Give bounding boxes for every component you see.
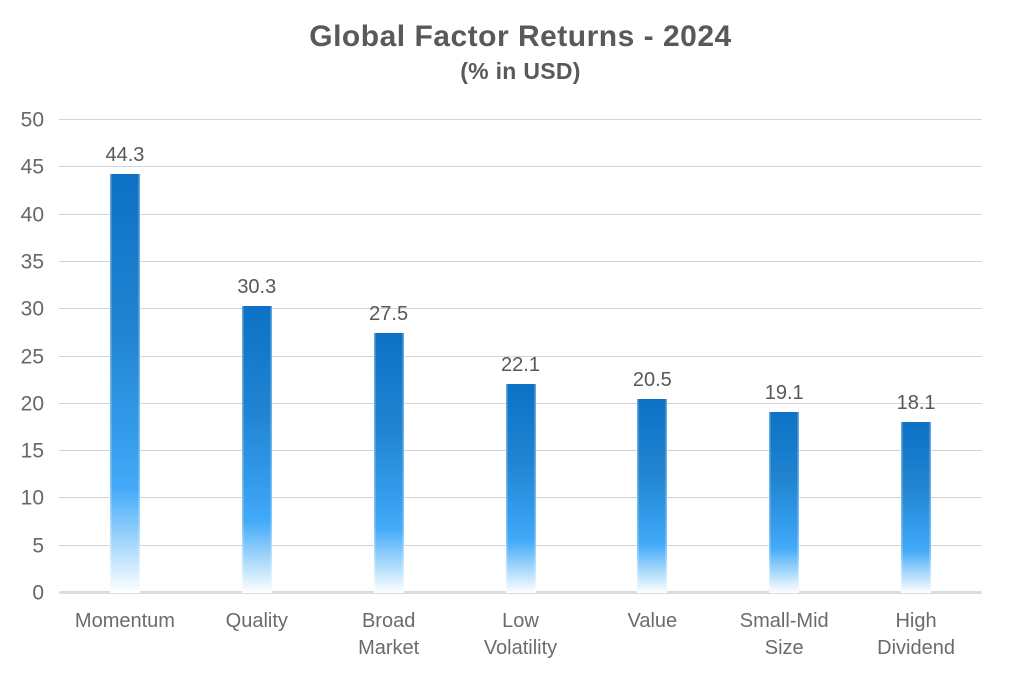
y-axis-label: 10 bbox=[20, 486, 44, 510]
y-axis-label: 20 bbox=[20, 392, 44, 416]
bar-value-label: 19.1 bbox=[764, 382, 804, 405]
gridline bbox=[59, 213, 982, 215]
bar-value-label: 30.3 bbox=[237, 276, 277, 299]
y-axis: 0 5 10 15 20 25 30 35 40 45 50 bbox=[0, 110, 44, 604]
gridline bbox=[59, 308, 982, 310]
bar-value-label: 27.5 bbox=[369, 302, 409, 325]
y-axis-label: 50 bbox=[20, 108, 44, 132]
bar-value bbox=[637, 399, 668, 593]
bar-broad-market bbox=[373, 332, 404, 593]
x-axis: Momentum Quality Broad Market Low Volatilit… bbox=[59, 608, 982, 672]
x-axis-label: Broad Market bbox=[358, 610, 420, 659]
x-axis-label: Value bbox=[627, 610, 678, 632]
y-axis-label: 0 bbox=[32, 581, 44, 605]
y-axis-label: 40 bbox=[20, 203, 44, 227]
y-axis-label: 45 bbox=[20, 155, 44, 179]
bar-value-label: 22.1 bbox=[501, 353, 540, 376]
x-axis-label: Small-Mid Size bbox=[739, 610, 829, 659]
bar-value-label: 44.3 bbox=[105, 143, 145, 166]
plot-area: 44.3 30.3 27.5 22.1 20.5 19.1 18.1 bbox=[59, 119, 982, 594]
y-axis-label: 30 bbox=[20, 297, 44, 321]
gridline bbox=[59, 166, 982, 168]
bar-high-dividend bbox=[901, 421, 932, 593]
bar-quality bbox=[241, 306, 272, 593]
bar-low-volatility bbox=[505, 383, 536, 593]
bar-momentum bbox=[109, 173, 140, 593]
chart-subtitle: (% in USD) bbox=[460, 58, 581, 84]
bar-value-label: 20.5 bbox=[632, 369, 672, 392]
bar-value-label: 18.1 bbox=[896, 391, 936, 414]
y-axis-label: 15 bbox=[20, 439, 44, 463]
x-axis-label: Momentum bbox=[74, 610, 175, 632]
chart-title: Global Factor Returns - 2024 bbox=[309, 20, 732, 53]
y-axis-label: 5 bbox=[32, 534, 44, 558]
y-axis-label: 25 bbox=[20, 345, 44, 368]
gridline bbox=[59, 119, 982, 120]
gridline bbox=[59, 355, 982, 357]
y-axis-label: 35 bbox=[20, 250, 44, 274]
x-axis-label: Low Volatility bbox=[483, 610, 558, 659]
x-axis-label: Quality bbox=[225, 610, 288, 632]
x-axis-label: High Dividend bbox=[877, 610, 955, 659]
gridline bbox=[59, 260, 982, 262]
bar-small-mid-size bbox=[769, 412, 800, 593]
